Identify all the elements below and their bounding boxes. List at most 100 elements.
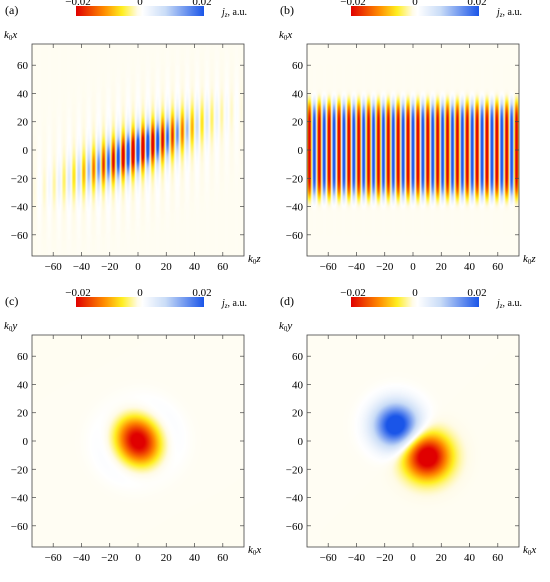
panel-label: (d) [280, 294, 294, 308]
x-tick-label: 20 [161, 552, 173, 564]
y-tick-label: −40 [286, 202, 304, 214]
y-tick-label: 40 [292, 379, 304, 391]
x-axis-label: k0x [248, 544, 261, 557]
x-tick-label: −20 [376, 552, 394, 564]
colorbar-tick-label: 0 [137, 0, 143, 8]
x-tick-label: −40 [348, 261, 366, 273]
x-tick-label: 20 [436, 261, 448, 273]
panel-d: (d) −0.02 0 0.02 jz, a.u. −60 −40 −20 0 20 40 60 60 4… [275, 287, 550, 582]
colorbar-tick-label: 0.02 [192, 0, 211, 8]
x-tick-label: −60 [45, 552, 63, 564]
y-axis-label: k0y [4, 320, 17, 333]
colorbar-tick-label: −0.02 [340, 0, 365, 8]
y-tick-label: −60 [286, 230, 304, 242]
colorbar-tick-label: −0.02 [65, 287, 90, 299]
y-tick-label: 60 [17, 60, 29, 72]
colorbar-tick-label: 0 [412, 0, 418, 8]
x-tick-label: −60 [320, 552, 338, 564]
y-tick-label: −20 [286, 464, 304, 476]
x-tick-label: 60 [492, 552, 504, 564]
y-axis-label: k0x [4, 29, 17, 42]
x-tick-label: −20 [101, 552, 119, 564]
x-tick-label: 60 [492, 261, 504, 273]
colorbar [351, 297, 479, 307]
x-tick-label: 0 [135, 261, 141, 273]
colorbar-tick-label: 0.02 [467, 0, 486, 8]
colorbar [76, 6, 204, 16]
y-tick-label: −60 [11, 521, 29, 533]
x-tick-label: −40 [73, 261, 91, 273]
colorbar-tick-label: 0 [412, 287, 418, 299]
y-tick-label: 0 [298, 436, 304, 448]
heatmap-image [32, 44, 244, 256]
y-tick-label: 0 [23, 145, 29, 157]
x-tick-label: −20 [376, 261, 394, 273]
heatmap-image [307, 335, 519, 547]
y-tick-label: 40 [292, 88, 304, 100]
panel-label: (c) [5, 294, 18, 308]
x-tick-label: 0 [410, 552, 416, 564]
colorbar [351, 6, 479, 16]
x-tick-label: 0 [410, 261, 416, 273]
y-tick-label: −40 [11, 493, 29, 505]
panel-b: (b) −0.02 0 0.02 jz, a.u. −60 −40 −20 0 20 40 60 60 4… [275, 0, 550, 291]
y-tick-label: −40 [286, 493, 304, 505]
panel-c: (c) −0.02 0 0.02 jz, a.u. −60 −40 −20 0 20 40 60 60 4… [0, 287, 275, 582]
x-tick-label: 40 [464, 552, 476, 564]
y-tick-label: −20 [286, 173, 304, 185]
y-tick-label: 20 [17, 117, 29, 129]
chart-svg: (d) −0.02 0 0.02 jz, a.u. −60 −40 −20 0 20 40 60 60 4… [279, 287, 536, 564]
panel-a: (a) −0.02 0 0.02 jz, a.u. −60 −40 −20 0 20 40 60 60 4… [0, 0, 275, 291]
heatmap-image [307, 44, 519, 256]
x-tick-label: 40 [189, 552, 201, 564]
x-tick-label: 60 [217, 261, 229, 273]
colorbar [76, 297, 204, 307]
colorbar-tick-label: 0 [137, 287, 143, 299]
y-tick-label: 0 [298, 145, 304, 157]
x-tick-label: −40 [348, 552, 366, 564]
x-tick-label: 40 [464, 261, 476, 273]
y-tick-label: 60 [292, 60, 304, 72]
colorbar-tick-label: 0.02 [467, 287, 486, 299]
x-tick-label: 20 [436, 552, 448, 564]
panel-label: (a) [5, 3, 18, 17]
y-tick-label: 20 [292, 117, 304, 129]
x-tick-label: −60 [45, 261, 63, 273]
y-tick-label: 20 [292, 408, 304, 420]
y-tick-label: 40 [17, 379, 29, 391]
colorbar-label: jz, a.u. [220, 298, 247, 310]
y-tick-label: 20 [17, 408, 29, 420]
panel-label: (b) [280, 3, 294, 17]
x-tick-label: −40 [73, 552, 91, 564]
y-tick-label: −20 [11, 464, 29, 476]
x-axis-label: k0z [248, 253, 261, 266]
colorbar-tick-label: −0.02 [65, 0, 90, 8]
x-tick-label: −60 [320, 261, 338, 273]
x-axis-label: k0z [523, 253, 536, 266]
x-axis-label: k0x [523, 544, 536, 557]
x-tick-label: 0 [135, 552, 141, 564]
y-axis-label: k0y [279, 320, 292, 333]
colorbar-label: jz, a.u. [495, 7, 522, 19]
heatmap-image [32, 335, 244, 547]
colorbar-tick-label: −0.02 [340, 287, 365, 299]
x-tick-label: −20 [101, 261, 119, 273]
y-tick-label: 60 [292, 351, 304, 363]
chart-svg: (c) −0.02 0 0.02 jz, a.u. −60 −40 −20 0 20 40 60 60 4… [4, 287, 261, 564]
x-tick-label: 40 [189, 261, 201, 273]
x-tick-label: 20 [161, 261, 173, 273]
y-tick-label: −40 [11, 202, 29, 214]
colorbar-label: jz, a.u. [495, 298, 522, 310]
y-tick-label: 60 [17, 351, 29, 363]
y-axis-label: k0x [279, 29, 292, 42]
colorbar-tick-label: 0.02 [192, 287, 211, 299]
y-tick-label: 40 [17, 88, 29, 100]
chart-svg: (b) −0.02 0 0.02 jz, a.u. −60 −40 −20 0 20 40 60 60 4… [279, 0, 536, 273]
y-tick-label: −20 [11, 173, 29, 185]
y-tick-label: −60 [11, 230, 29, 242]
chart-svg: (a) −0.02 0 0.02 jz, a.u. −60 −40 −20 0 20 40 60 60 4… [4, 0, 261, 273]
x-tick-label: 60 [217, 552, 229, 564]
colorbar-label: jz, a.u. [220, 7, 247, 19]
y-tick-label: −60 [286, 521, 304, 533]
y-tick-label: 0 [23, 436, 29, 448]
